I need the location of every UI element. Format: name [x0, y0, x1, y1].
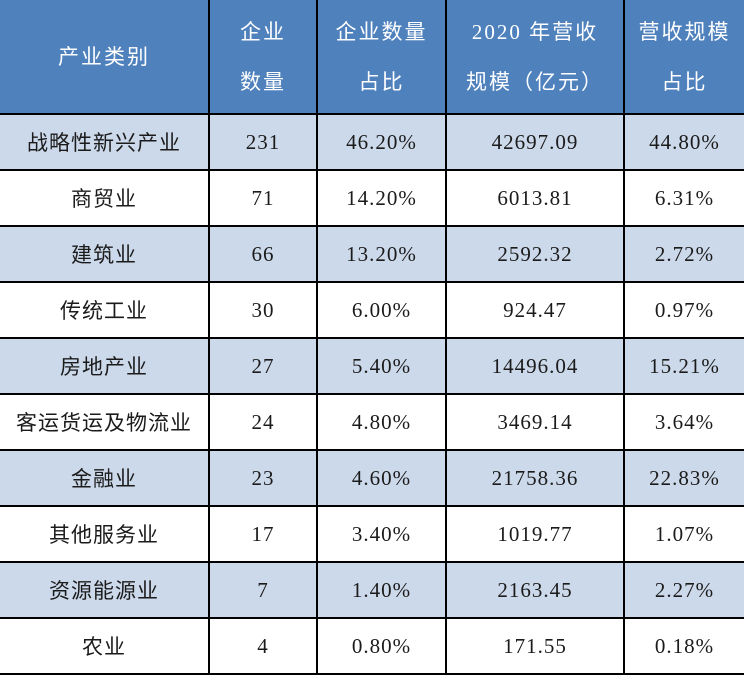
value-cell: 44.80%	[625, 115, 744, 171]
header-cell-revenue-share: 营收规模 占比	[625, 0, 744, 115]
value-cell: 42697.09	[447, 115, 625, 171]
value-cell: 4.80%	[318, 395, 447, 451]
value-cell: 5.40%	[318, 339, 447, 395]
header-label-line: 占比	[358, 69, 405, 94]
industry-name-cell: 资源能源业	[0, 563, 210, 619]
table-row: 战略性新兴产业 231 46.20% 42697.09 44.80%	[0, 115, 744, 171]
table-body: 战略性新兴产业 231 46.20% 42697.09 44.80% 商贸业 71 14.20…	[0, 115, 744, 675]
table-row: 农业 4 0.80% 171.55 0.18%	[0, 619, 744, 675]
value-cell: 30	[210, 283, 318, 339]
value-cell: 24	[210, 395, 318, 451]
value-cell: 13.20%	[318, 227, 447, 283]
industry-name-cell: 金融业	[0, 451, 210, 507]
value-cell: 66	[210, 227, 318, 283]
value-cell: 0.80%	[318, 619, 447, 675]
value-cell: 6013.81	[447, 171, 625, 227]
value-cell: 6.00%	[318, 283, 447, 339]
table-row: 商贸业 71 14.20% 6013.81 6.31%	[0, 171, 744, 227]
value-cell: 23	[210, 451, 318, 507]
industry-name-cell: 建筑业	[0, 227, 210, 283]
value-cell: 4	[210, 619, 318, 675]
value-cell: 3.64%	[625, 395, 744, 451]
industry-name-cell: 房地产业	[0, 339, 210, 395]
value-cell: 14.20%	[318, 171, 447, 227]
value-cell: 6.31%	[625, 171, 744, 227]
industry-name-cell: 农业	[0, 619, 210, 675]
industry-name-cell: 传统工业	[0, 283, 210, 339]
header-cell-enterprise-count: 企业 数量	[210, 0, 318, 115]
table-row: 资源能源业 7 1.40% 2163.45 2.27%	[0, 563, 744, 619]
header-label-line: 2020 年营收	[471, 19, 599, 44]
value-cell: 171.55	[447, 619, 625, 675]
value-cell: 0.97%	[625, 283, 744, 339]
table-row: 其他服务业 17 3.40% 1019.77 1.07%	[0, 507, 744, 563]
value-cell: 0.18%	[625, 619, 744, 675]
header-cell-industry-category: 产业类别	[0, 0, 210, 115]
value-cell: 46.20%	[318, 115, 447, 171]
value-cell: 3.40%	[318, 507, 447, 563]
header-cell-revenue-2020: 2020 年营收 规模（亿元）	[447, 0, 625, 115]
table-header-row: 产业类别 企业 数量 企业数量 占比 2020 年营收 规模（亿元） 营收规模 占比	[0, 0, 744, 115]
header-cell-enterprise-count-share: 企业数量 占比	[318, 0, 447, 115]
industry-name-cell: 客运货运及物流业	[0, 395, 210, 451]
industry-name-cell: 其他服务业	[0, 507, 210, 563]
header-label-line: 企业数量	[335, 19, 428, 44]
header-label-line: 占比	[661, 69, 708, 94]
value-cell: 1.07%	[625, 507, 744, 563]
table-row: 客运货运及物流业 24 4.80% 3469.14 3.64%	[0, 395, 744, 451]
value-cell: 4.60%	[318, 451, 447, 507]
header-label-line: 营收规模	[638, 19, 731, 44]
value-cell: 27	[210, 339, 318, 395]
value-cell: 231	[210, 115, 318, 171]
industry-name-cell: 商贸业	[0, 171, 210, 227]
header-label-line: 数量	[240, 69, 286, 94]
table-row: 金融业 23 4.60% 21758.36 22.83%	[0, 451, 744, 507]
value-cell: 1019.77	[447, 507, 625, 563]
table-row: 建筑业 66 13.20% 2592.32 2.72%	[0, 227, 744, 283]
table-row: 房地产业 27 5.40% 14496.04 15.21%	[0, 339, 744, 395]
value-cell: 2592.32	[447, 227, 625, 283]
table-row: 传统工业 30 6.00% 924.47 0.97%	[0, 283, 744, 339]
header-label-line: 规模（亿元）	[466, 69, 604, 94]
value-cell: 924.47	[447, 283, 625, 339]
value-cell: 21758.36	[447, 451, 625, 507]
value-cell: 2163.45	[447, 563, 625, 619]
value-cell: 2.72%	[625, 227, 744, 283]
value-cell: 3469.14	[447, 395, 625, 451]
value-cell: 17	[210, 507, 318, 563]
value-cell: 22.83%	[625, 451, 744, 507]
header-label-line: 企业	[240, 19, 286, 44]
value-cell: 14496.04	[447, 339, 625, 395]
value-cell: 2.27%	[625, 563, 744, 619]
value-cell: 1.40%	[318, 563, 447, 619]
header-label-line: 产业类别	[58, 44, 150, 69]
industry-name-cell: 战略性新兴产业	[0, 115, 210, 171]
value-cell: 7	[210, 563, 318, 619]
value-cell: 71	[210, 171, 318, 227]
value-cell: 15.21%	[625, 339, 744, 395]
